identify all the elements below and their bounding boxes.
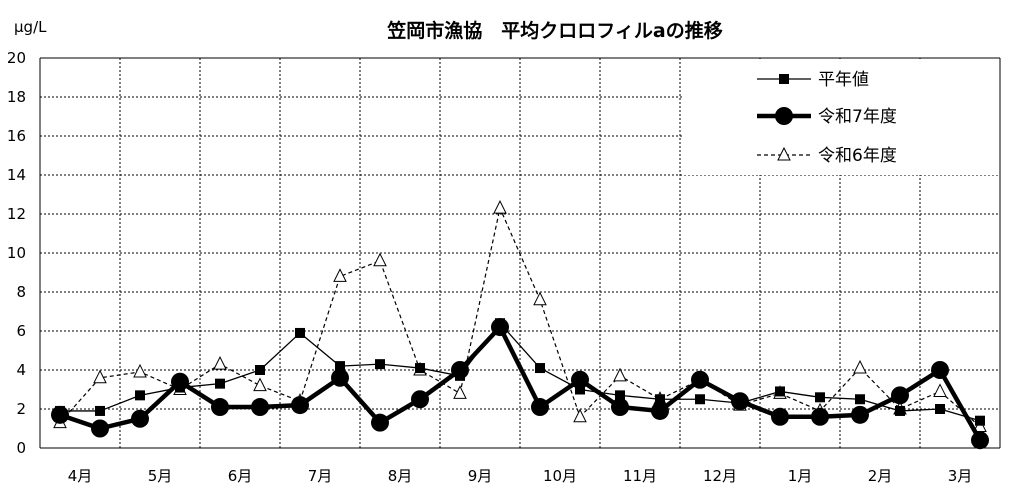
data-point-square (815, 392, 825, 403)
data-point-circle (811, 407, 829, 426)
data-point-square (779, 74, 789, 84)
data-point-square (95, 405, 105, 416)
x-tick-label: 10月 (543, 467, 577, 485)
x-tick-label: 6月 (228, 467, 253, 485)
data-point-square (895, 405, 905, 416)
data-point-triangle (493, 200, 507, 214)
data-point-square (695, 394, 705, 405)
y-tick-label: 8 (16, 283, 26, 301)
y-tick-label: 16 (7, 127, 26, 145)
x-tick-label: 4月 (68, 467, 93, 485)
data-point-circle (411, 390, 429, 409)
legend-label: 平年値 (818, 70, 869, 90)
chart-title: 笠岡市漁協 平均クロロフィルaの推移 (386, 19, 722, 42)
data-point-square (535, 363, 545, 374)
data-point-square (415, 363, 425, 374)
data-point-square (775, 386, 785, 397)
y-tick-label: 12 (7, 205, 26, 223)
series-line (59, 207, 981, 428)
data-point-circle (291, 396, 309, 415)
x-tick-label: 11月 (623, 467, 657, 485)
series-1 (51, 318, 989, 450)
x-tick-label: 7月 (308, 467, 333, 485)
y-axis-unit-label: μg/L (14, 18, 47, 36)
data-point-circle (731, 392, 749, 411)
data-point-circle (91, 419, 109, 438)
data-point-triangle (853, 359, 867, 374)
legend-label: 令和7年度 (818, 107, 897, 127)
x-tick-label: 9月 (468, 467, 493, 485)
data-point-triangle (333, 268, 347, 282)
data-point-circle (611, 398, 629, 417)
data-point-circle (691, 370, 709, 389)
series-line (60, 322, 981, 422)
y-tick-label: 6 (16, 322, 26, 340)
data-point-circle (531, 398, 549, 417)
data-point-circle (51, 405, 69, 424)
x-tick-label: 1月 (788, 467, 813, 485)
data-point-square (215, 378, 225, 389)
data-point-square (335, 361, 345, 372)
data-point-circle (211, 398, 229, 417)
data-point-circle (451, 361, 469, 379)
y-tick-label: 4 (16, 361, 26, 379)
legend-box (683, 59, 999, 175)
data-point-triangle (933, 383, 947, 397)
data-point-triangle (213, 356, 227, 370)
series-layer (51, 200, 989, 450)
legend-label: 令和6年度 (818, 146, 897, 166)
y-tick-label: 14 (7, 166, 26, 184)
data-point-square (255, 365, 265, 375)
data-point-triangle (533, 291, 547, 306)
data-point-triangle (613, 367, 627, 382)
data-point-square (855, 394, 865, 405)
data-point-circle (651, 401, 669, 420)
x-tick-label: 5月 (148, 467, 173, 485)
x-tick-labels: 4月 5月 6月 7月 8月 9月 10月 11月 12月 1月 2月 3月 (68, 467, 973, 485)
data-point-circle (851, 405, 869, 424)
data-point-square (135, 390, 145, 401)
y-tick-label: 20 (7, 49, 26, 67)
y-tick-labels: 0 2 4 6 8 10 12 14 16 18 20 (7, 49, 26, 457)
x-tick-label: 12月 (703, 467, 737, 485)
data-point-circle (251, 398, 269, 417)
data-point-circle (971, 431, 989, 450)
data-point-square (655, 394, 665, 405)
data-point-circle (571, 370, 589, 389)
data-point-circle (331, 368, 349, 387)
data-point-square (375, 359, 385, 370)
data-point-circle (371, 413, 389, 432)
data-point-triangle (453, 385, 467, 399)
data-point-square (975, 415, 985, 426)
x-tick-label: 3月 (948, 467, 973, 485)
data-point-triangle (93, 369, 107, 384)
x-tick-label: 2月 (868, 467, 893, 485)
data-point-triangle (573, 408, 587, 423)
data-point-circle (171, 372, 189, 391)
data-point-triangle (373, 252, 387, 267)
y-tick-label: 0 (16, 439, 26, 457)
data-point-square (295, 327, 305, 338)
data-point-circle (131, 409, 149, 428)
data-point-triangle (253, 377, 267, 392)
data-point-square (575, 384, 585, 395)
data-point-square (935, 404, 945, 414)
data-point-circle (491, 318, 509, 337)
y-tick-label: 2 (16, 400, 26, 418)
data-point-circle (775, 107, 793, 125)
data-point-triangle (777, 146, 791, 161)
data-point-circle (891, 386, 909, 405)
y-tick-label: 10 (7, 244, 26, 262)
data-point-circle (931, 361, 949, 379)
data-point-triangle (133, 363, 147, 378)
y-tick-label: 18 (7, 88, 26, 106)
data-point-circle (771, 407, 789, 426)
data-point-square (615, 390, 625, 401)
x-tick-label: 8月 (388, 467, 413, 485)
